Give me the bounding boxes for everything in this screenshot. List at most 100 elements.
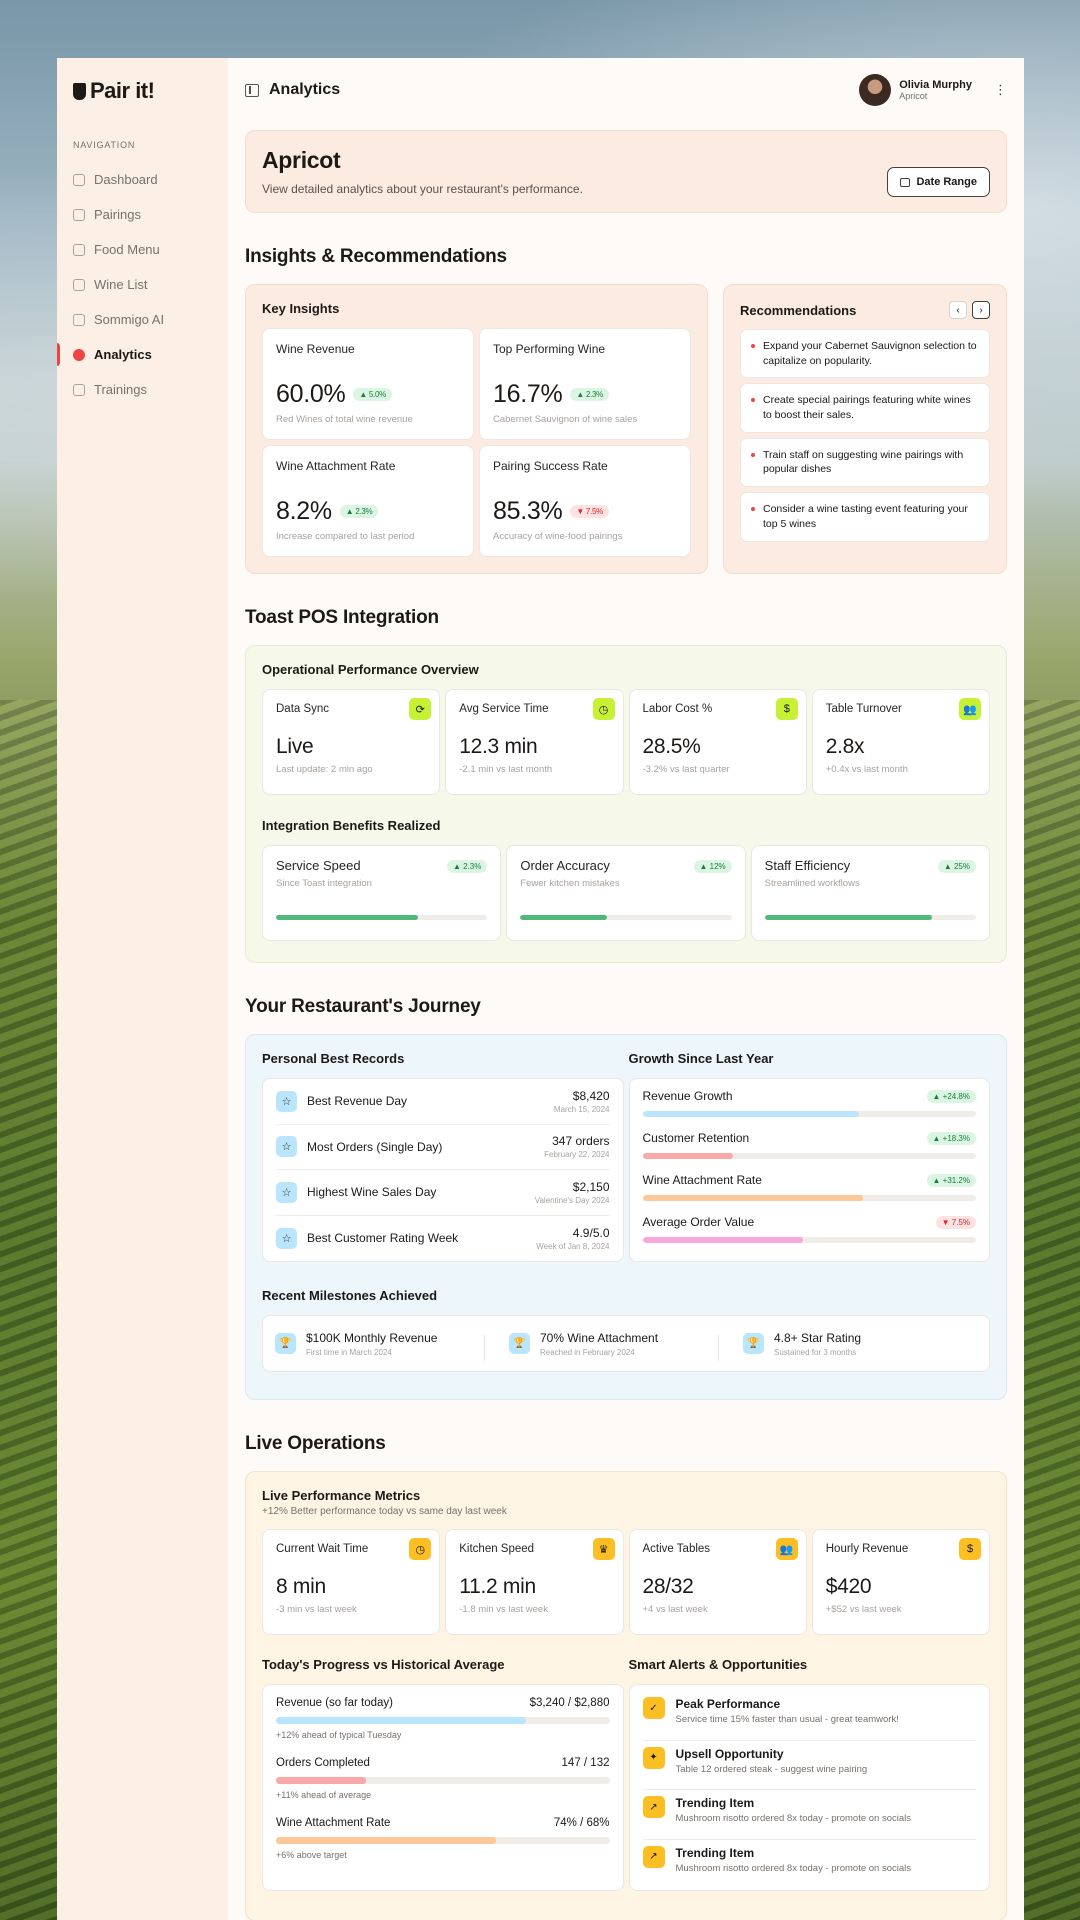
benefit-card: Service Speed ▲ 2.3% Since Toast integra… bbox=[262, 845, 502, 941]
brand-logo[interactable]: Pair it! bbox=[57, 78, 228, 104]
sidebar-item-sommigo-ai[interactable]: Sommigo AI bbox=[57, 302, 228, 337]
progress-row: Revenue (so far today) $3,240 / $2,880 +1… bbox=[276, 1697, 610, 1740]
record-row: ☆ Highest Wine Sales Day $2,150 Valentine… bbox=[276, 1170, 610, 1216]
wine-glass-logo-icon bbox=[73, 82, 86, 100]
alert-note: Service time 15% faster than usual - gre… bbox=[675, 1714, 899, 1725]
change-badge: ▼ 7.5% bbox=[935, 1215, 976, 1229]
metric-note: -3.2% vs last quarter bbox=[642, 764, 730, 775]
calendar-icon bbox=[900, 177, 911, 187]
benefit-title: Service Speed bbox=[276, 858, 361, 873]
recommendation-item[interactable]: Expand your Cabernet Sauvignon selection… bbox=[740, 329, 990, 379]
growth-row: Average Order Value ▼ 7.5% bbox=[642, 1207, 976, 1249]
trending-up-icon: ↗ bbox=[642, 1796, 665, 1818]
record-value: 347 orders bbox=[552, 1134, 610, 1149]
metric-card: Current Wait Time ◷ 8 min -3 min vs last… bbox=[262, 1529, 441, 1635]
sidebar-item-trainings[interactable]: Trainings bbox=[57, 372, 228, 407]
benefit-title: Order Accuracy bbox=[520, 858, 610, 873]
insight-card: Top Performing Wine 16.7% ▲ 2.3% Cabernet… bbox=[479, 328, 691, 440]
heart-icon bbox=[73, 208, 85, 221]
sidebar-item-dashboard[interactable]: Dashboard bbox=[57, 162, 228, 197]
date-range-button[interactable]: Date Range bbox=[887, 167, 990, 197]
insight-title: Wine Revenue bbox=[276, 342, 355, 356]
user-org: Apricot bbox=[899, 91, 928, 101]
metric-title: Table Turnover bbox=[825, 703, 902, 715]
progress-bar bbox=[520, 915, 732, 920]
clock-icon: ◷ bbox=[592, 698, 615, 720]
insight-value: 60.0% bbox=[276, 380, 346, 408]
change-badge: ▲ 25% bbox=[937, 860, 976, 873]
metric-title: Labor Cost % bbox=[642, 703, 713, 715]
milestone-note: First time in March 2024 bbox=[306, 1347, 392, 1357]
insight-value: 85.3% bbox=[493, 497, 563, 525]
progress-bar bbox=[276, 915, 488, 920]
sidebar: Pair it! NAVIGATION Dashboard Pairings Foo… bbox=[57, 58, 228, 1920]
top-bar: Analytics Olivia Murphy Apricot ⋮ bbox=[245, 58, 1007, 122]
wine-glass-icon bbox=[73, 278, 85, 291]
sidebar-item-label: Wine List bbox=[94, 277, 148, 292]
metric-title: Hourly Revenue bbox=[825, 1543, 909, 1555]
sidebar-item-wine-list[interactable]: Wine List bbox=[57, 267, 228, 302]
metric-value: Live bbox=[276, 735, 314, 758]
metric-title: Active Tables bbox=[642, 1543, 711, 1555]
recommendation-item[interactable]: Create special pairings featuring white … bbox=[740, 383, 990, 433]
dollar-icon: $ bbox=[775, 698, 798, 720]
alert-note: Mushroom risotto ordered 8x today - prom… bbox=[675, 1813, 912, 1824]
chevron-left-icon[interactable]: ‹ bbox=[949, 301, 967, 319]
growth-name: Customer Retention bbox=[642, 1131, 750, 1145]
progress-name: Wine Attachment Rate bbox=[276, 1817, 391, 1829]
benefit-note: Fewer kitchen mistakes bbox=[520, 878, 620, 889]
alert-note: Table 12 ordered steak - suggest wine pa… bbox=[675, 1763, 868, 1775]
insight-card: Pairing Success Rate 85.3% ▼ 7.5% Accurac… bbox=[479, 445, 691, 557]
change-badge: ▲ 2.3% bbox=[446, 860, 488, 873]
metric-value: 2.8x bbox=[825, 735, 865, 758]
progress-value: $3,240 / $2,880 bbox=[529, 1697, 610, 1709]
sidebar-item-label: Food Menu bbox=[94, 242, 160, 257]
metric-card: Table Turnover 👥 2.8x +0.4x vs last mont… bbox=[811, 689, 990, 795]
alert-item[interactable]: ✓ Peak Performance Service time 15% faste… bbox=[642, 1691, 976, 1741]
recommendation-item[interactable]: Train staff on suggesting wine pairings … bbox=[740, 437, 990, 488]
alert-title: Peak Performance bbox=[675, 1697, 781, 1711]
user-menu[interactable]: Olivia Murphy Apricot ⋮ bbox=[859, 74, 1007, 106]
key-insights-title: Key Insights bbox=[262, 301, 340, 316]
change-badge: ▲ 5.0% bbox=[353, 388, 392, 401]
progress-fill bbox=[642, 1111, 860, 1117]
user-name: Olivia Murphy bbox=[899, 79, 972, 91]
alert-item[interactable]: ↗ Trending Item Mushroom risotto ordered … bbox=[642, 1790, 976, 1840]
sidebar-toggle-icon[interactable] bbox=[245, 83, 259, 97]
record-date: February 22, 2024 bbox=[544, 1150, 610, 1160]
benefit-card: Order Accuracy ▲ 12% Fewer kitchen mista… bbox=[506, 845, 746, 941]
sidebar-item-label: Pairings bbox=[94, 207, 141, 222]
metric-card: Active Tables 👥 28/32 +4 vs last week bbox=[628, 1529, 807, 1635]
more-vertical-icon[interactable]: ⋮ bbox=[994, 82, 1007, 97]
record-row: ☆ Best Customer Rating Week 4.9/5.0 Week … bbox=[276, 1216, 610, 1262]
progress-value: 147 / 132 bbox=[561, 1757, 610, 1769]
clock-icon: ◷ bbox=[409, 1538, 432, 1560]
graduation-cap-icon bbox=[73, 383, 85, 396]
pos-section-title: Toast POS Integration bbox=[245, 607, 439, 628]
sidebar-item-analytics[interactable]: Analytics bbox=[57, 337, 228, 372]
metric-title: Avg Service Time bbox=[459, 703, 549, 715]
record-date: March 15, 2024 bbox=[553, 1104, 610, 1114]
metric-card: Hourly Revenue $ $420 +$52 vs last week bbox=[811, 1529, 990, 1635]
dollar-icon: $ bbox=[959, 1538, 981, 1560]
sidebar-item-pairings[interactable]: Pairings bbox=[57, 197, 228, 232]
alert-item[interactable]: ✦ Upsell Opportunity Table 12 ordered ste… bbox=[642, 1741, 976, 1790]
check-circle-icon: ✓ bbox=[642, 1697, 665, 1719]
growth-row: Revenue Growth ▲ +24.8% bbox=[642, 1081, 976, 1123]
progress-note: +11% ahead of average bbox=[276, 1790, 372, 1800]
progress-name: Revenue (so far today) bbox=[276, 1697, 393, 1709]
insight-note: Increase compared to last period bbox=[276, 531, 415, 542]
record-date: Valentine's Day 2024 bbox=[534, 1195, 610, 1205]
sidebar-item-food-menu[interactable]: Food Menu bbox=[57, 232, 228, 267]
record-name: Highest Wine Sales Day bbox=[307, 1185, 437, 1200]
metric-note: -2.1 min vs last month bbox=[459, 764, 553, 775]
metric-title: Kitchen Speed bbox=[459, 1543, 535, 1555]
recommendation-item[interactable]: Consider a wine tasting event featuring … bbox=[740, 492, 990, 542]
chevron-right-icon[interactable]: › bbox=[972, 301, 990, 319]
milestone-title: 4.8+ Star Rating bbox=[774, 1330, 862, 1345]
metric-value: 12.3 min bbox=[459, 735, 538, 758]
benefits-title: Integration Benefits Realized bbox=[262, 818, 441, 833]
hero-banner: Apricot View detailed analytics about yo… bbox=[245, 130, 1007, 213]
sidebar-item-label: Dashboard bbox=[94, 172, 158, 187]
alert-item[interactable]: ↗ Trending Item Mushroom risotto ordered … bbox=[642, 1840, 977, 1890]
